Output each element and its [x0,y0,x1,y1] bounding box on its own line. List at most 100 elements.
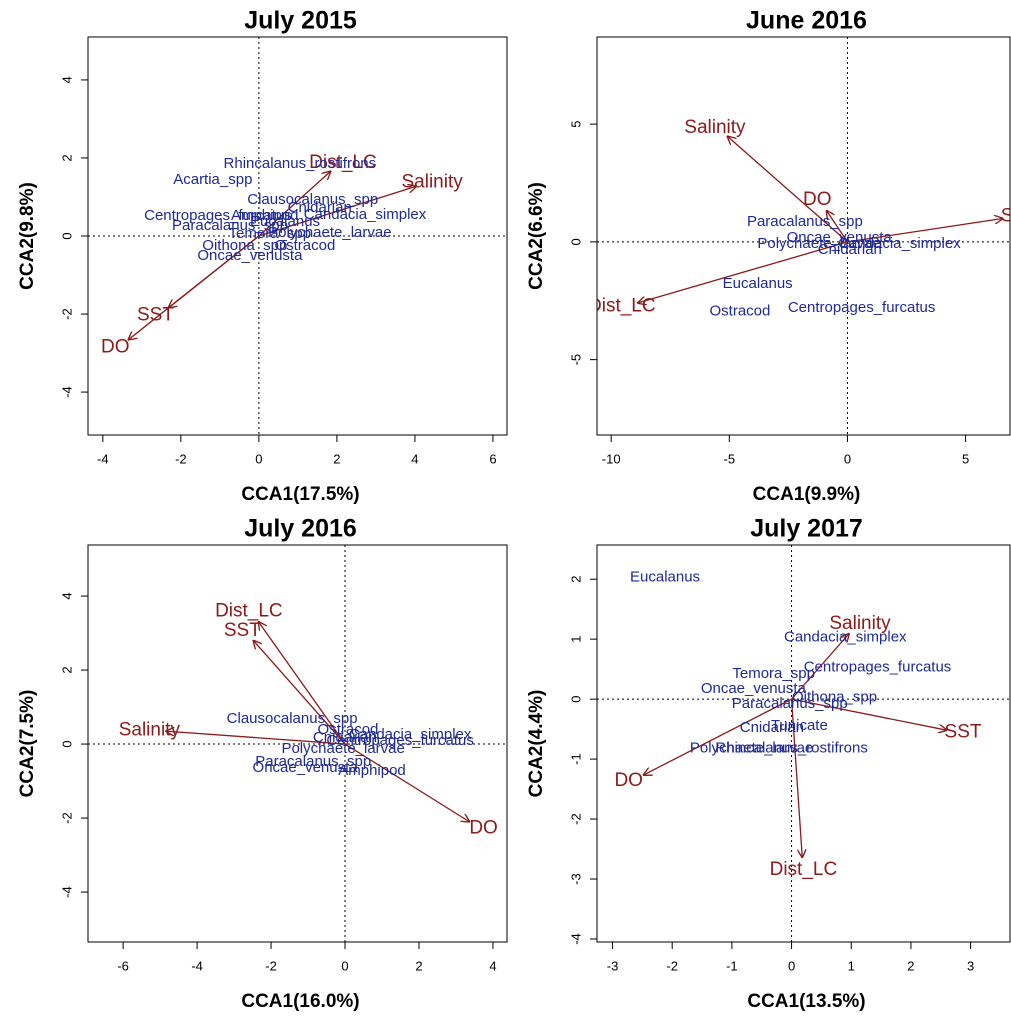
y-tick-label: 2 [59,666,74,673]
env-arrow [165,731,346,745]
species-label: Temora_spp [229,225,312,242]
y-tick-label: 0 [59,232,74,239]
species-label: Oncae_venusta [787,229,893,246]
x-tick-label: 2 [907,958,914,973]
plot-frame [596,544,1011,943]
species-label: Cnidarian [818,241,882,258]
env-arrow [826,210,848,243]
species-label: Ostracod [318,721,379,738]
y-tick-label: -4 [59,886,74,898]
species-label: Rhincalanus_rostifrons [224,155,377,172]
env-arrow [791,698,948,730]
panel: June 2016 CCA1(9.9%) CCA2(6.6%) -10 -5 0 5 -5 0 5… [526,7,1011,505]
env-label: Dist_LC [215,600,283,621]
env-label: SST [1001,206,1011,227]
panel-title: July 2016 [244,515,357,543]
y-tick-label: 4 [59,76,74,83]
y-tick-label: 0 [568,238,583,245]
env-label: Dist_LC [770,859,838,880]
species-label: Paracalanus_spp [172,217,288,234]
species-label: Temora_spp [732,665,815,682]
species-label: Rhincalanus_rostifrons [715,739,868,756]
x-tick-label: 0 [788,958,795,973]
x-tick-label: -1 [726,958,738,973]
env-label: DO [803,189,832,210]
species-label: Candacia_simplex [838,235,961,252]
species-label: Candacia_simplex [349,726,472,743]
x-tick-label: 5 [962,451,969,466]
x-tick-label: 4 [411,451,418,466]
species-label: Clausocalanus_spp [227,710,358,727]
env-label: Salinity [684,117,746,138]
y-tick-label: -1 [568,753,583,765]
x-axis-label: CCA1(17.5%) [241,484,359,505]
x-tick-label: 0 [255,451,262,466]
y-tick-label: -3 [568,873,583,885]
x-axis-label: CCA1(16.0%) [241,991,359,1012]
x-tick-label: 2 [415,958,422,973]
env-label: Dist_LC [588,295,656,316]
species-label: Polychaete_larvae [757,235,880,252]
plot-area: Salinity SST DO Dist_LC Eucalanus Candacia_si… [597,545,1010,942]
species-label: Acartia_spp [173,171,252,188]
env-arrow [637,241,848,303]
species-label: Paracalanus_spp [732,695,848,712]
env-label: SST [224,620,261,641]
species-label: Tunicate [771,717,828,734]
panel: July 2015 CCA1(17.5%) CCA2(9.8%) -4 -2 0 2 4 6 -4… [17,7,508,505]
x-tick-label: 2 [333,451,340,466]
y-tick-label: 5 [568,121,583,128]
x-axis-label: CCA1(9.9%) [753,484,861,505]
species-label: Centropages_furcatus [326,732,474,749]
x-axis-label: CCA1(13.5%) [747,991,865,1012]
species-label: Ostracod [710,302,771,319]
species-label: Oncae_venusta [253,759,359,776]
species-label: Centropages_furcatus [144,207,292,224]
y-tick-label: -2 [59,308,74,320]
env-arrow [791,633,850,700]
species-label: Amphipod [338,762,406,779]
y-tick-label: -2 [59,812,74,824]
y-tick-label: -2 [568,813,583,825]
species-label: Eucalanus [250,213,320,230]
x-tick-label: -2 [265,958,277,973]
x-tick-label: -4 [191,958,203,973]
env-arrow [643,698,792,775]
species-label: Oithona_spp [202,237,287,254]
species-label: Candacia_simplex [304,206,427,223]
species-label: Centropages_furcatus [804,658,952,675]
x-tick-label: -2 [175,451,187,466]
plot-frame [87,36,508,436]
y-tick-label: 2 [568,576,583,583]
plot-area: Salinity DO SST Dist_LC Paracalanus_sppOncae… [588,37,1011,435]
x-tick-label: 1 [848,958,855,973]
y-axis-label: CCA2(4.4%) [526,690,547,798]
plot-frame [596,36,1011,436]
species-label: Centropages_furcatus [788,299,936,316]
y-axis-label: CCA2(7.5%) [17,690,38,798]
x-tick-label: -6 [117,958,129,973]
species-label: Eucalanus [630,568,700,585]
species-label: Oithona_spp [792,688,877,705]
y-tick-label: 1 [568,636,583,643]
y-tick-label: 4 [59,592,74,599]
y-axis-label: CCA2(9.8%) [17,182,38,290]
env-arrow [128,235,260,340]
x-tick-label: -3 [607,958,619,973]
y-tick-label: -4 [59,386,74,398]
env-label: Salinity [829,613,891,634]
x-tick-label: 6 [489,451,496,466]
x-tick-label: -10 [602,451,621,466]
species-label: Polychaete_larvae [281,740,404,757]
y-tick-label: 2 [59,154,74,161]
species-label: Candacia_simplex [784,628,907,645]
env-arrow [727,136,848,243]
env-arrow [253,640,346,745]
y-tick-label: -5 [568,354,583,366]
x-tick-label: -5 [724,451,736,466]
species-label: Polychaete_larvae [690,739,813,756]
x-tick-label: 3 [967,958,974,973]
panel-title: June 2016 [746,7,867,35]
panel: July 2017 CCA1(13.5%) CCA2(4.4%) -3 -2 -1 0 1 2 3… [526,515,1011,1012]
